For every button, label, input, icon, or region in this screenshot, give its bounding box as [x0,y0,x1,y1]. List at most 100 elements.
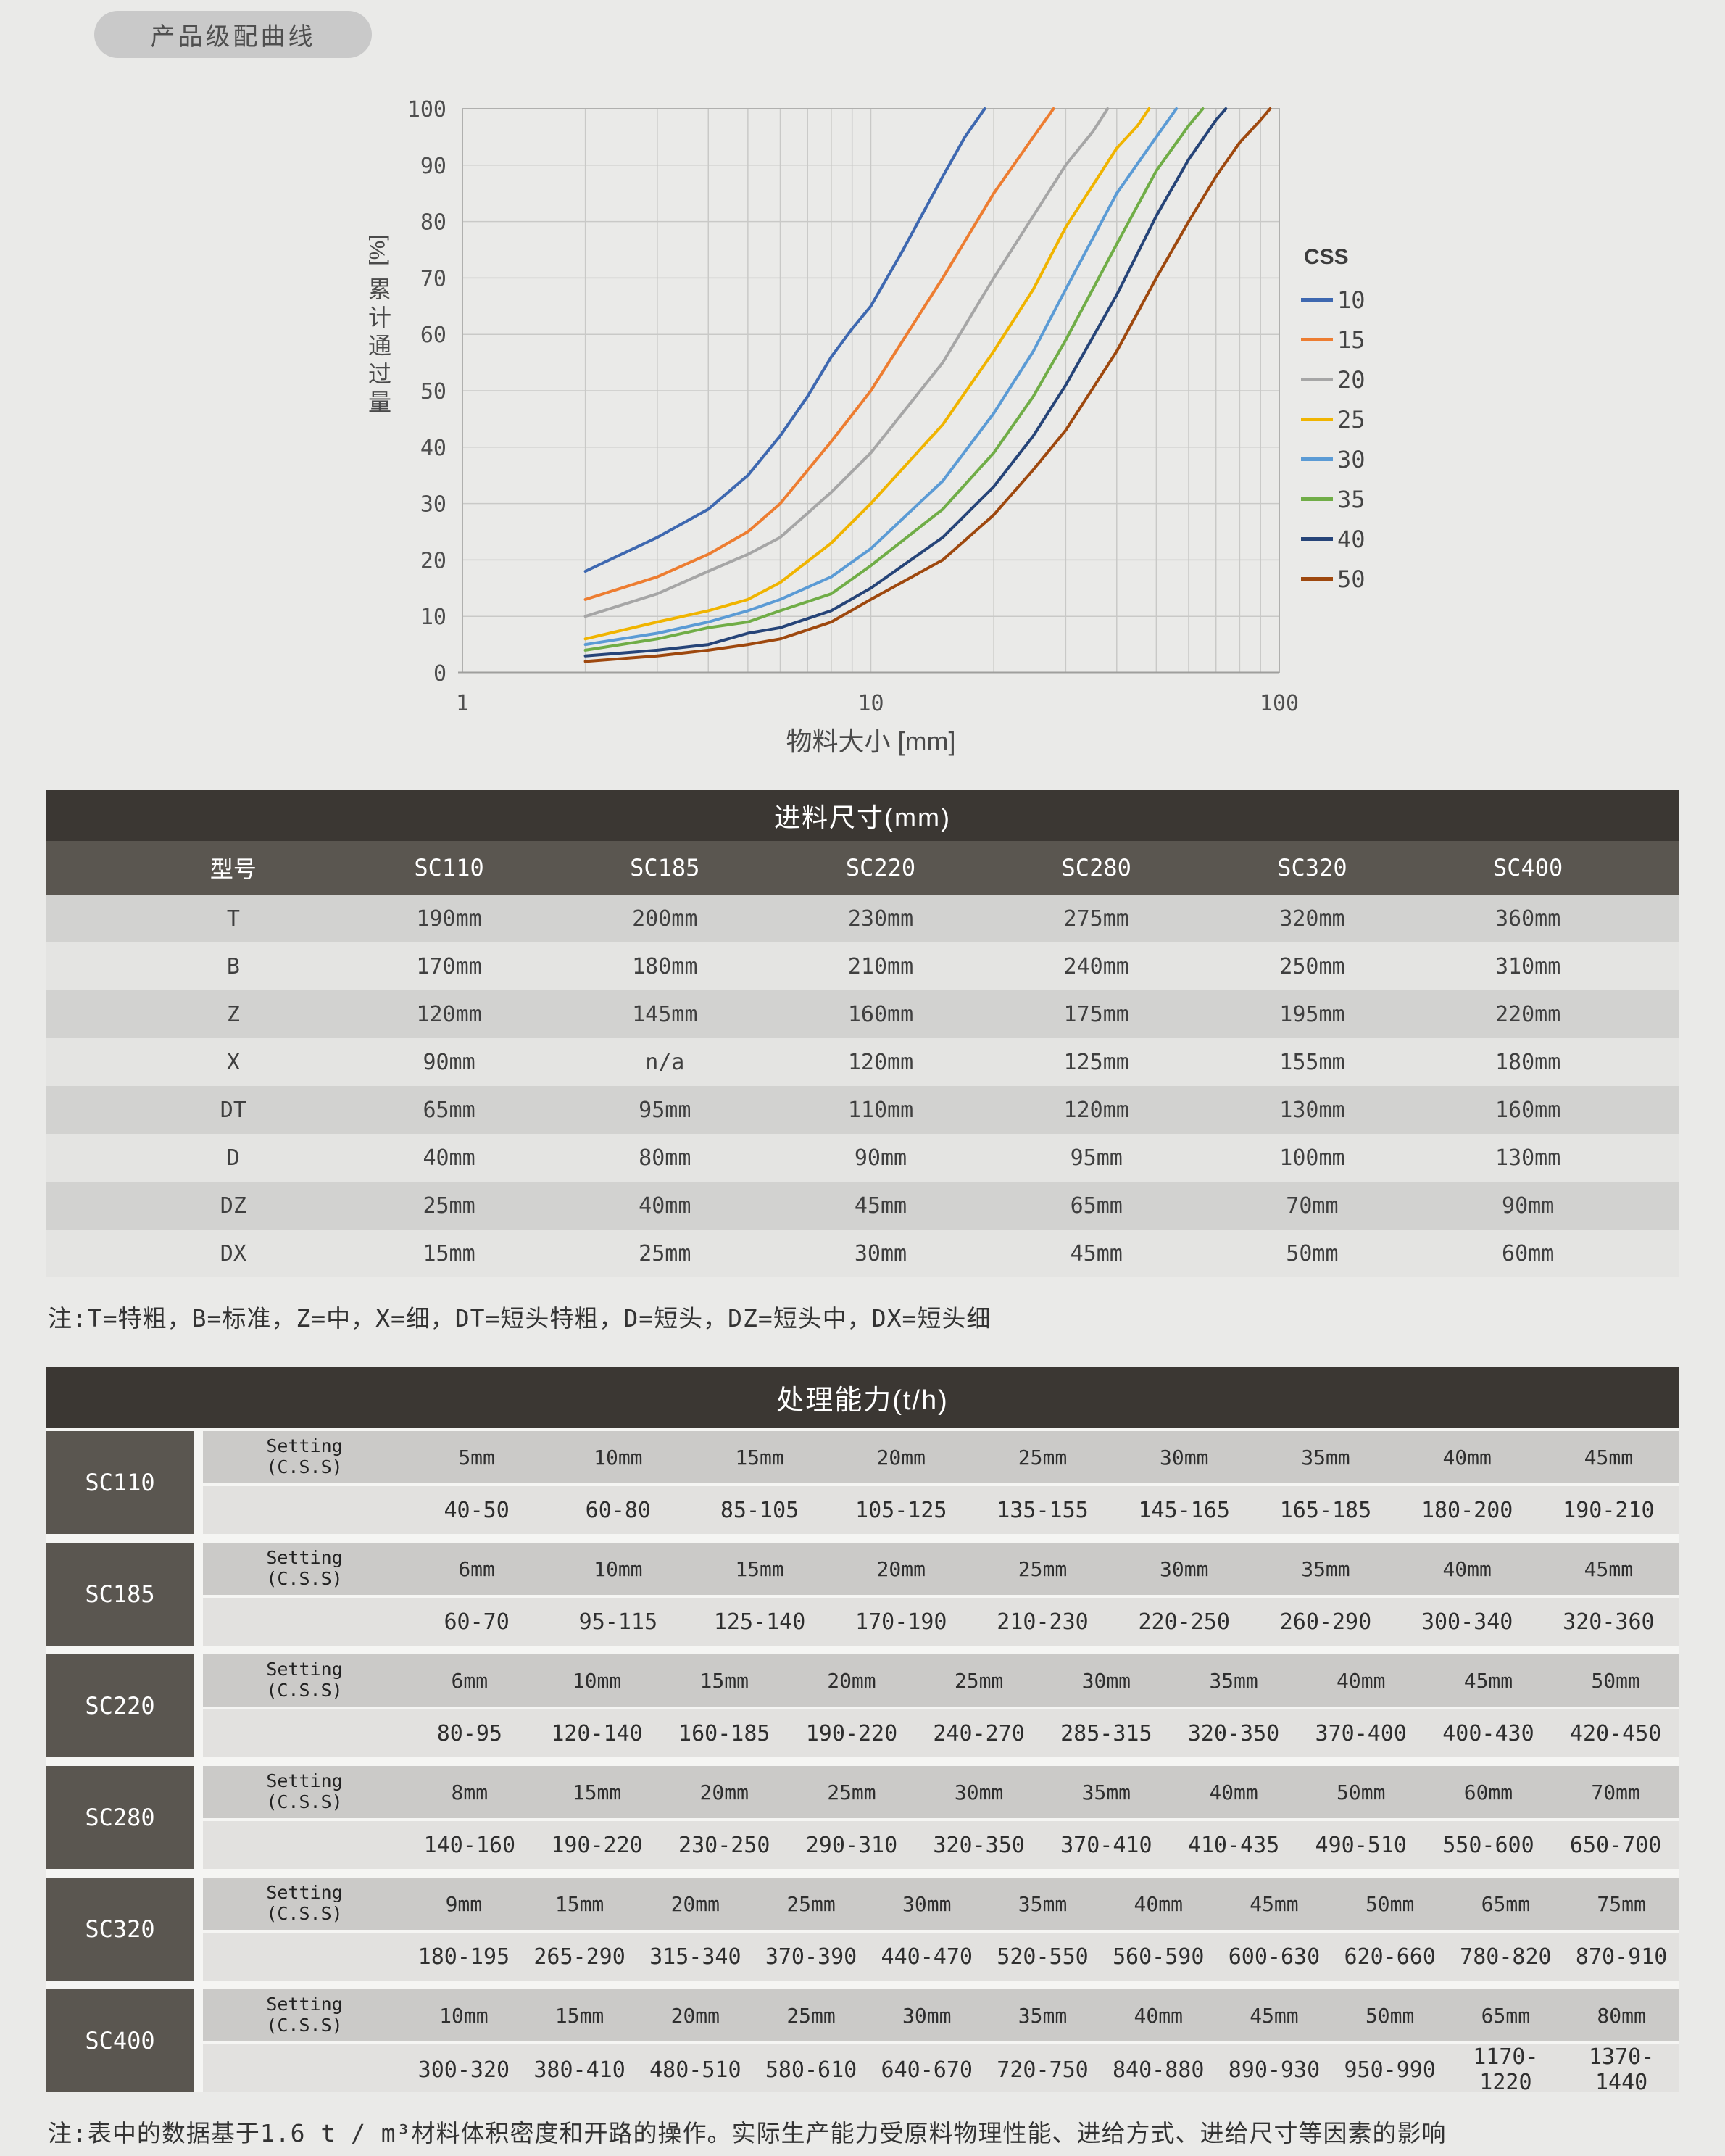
capacity-value-cell: 190-220 [551,1832,643,1858]
setting-label-line2: (C.S.S) [266,1903,343,1924]
block-gap [194,1989,203,2092]
series-css-40 [583,107,1228,658]
series-css-10 [583,107,986,573]
feed-cell: 15mm [423,1240,475,1266]
capacity-value-cell: 440-470 [881,1944,973,1970]
feed-col-header: SC400 [1492,854,1563,882]
setting-mm-cell: 10mm [439,2003,489,2028]
feed-cell: 50mm [1286,1240,1339,1266]
capacity-value-cell: 260-290 [1279,1609,1372,1635]
setting-mm-cell: 15mm [735,1445,784,1469]
setting-label: Setting (C.S.S) [203,1994,406,2036]
legend-label: 30 [1337,445,1366,473]
capacity-model-cell: SC320 [46,1878,194,1981]
capacity-table-title: 处理能力(t/h) [46,1367,1679,1428]
capacity-value-cell: 160-185 [678,1720,770,1746]
table-row: DZ 25mm 40mm 45mm 65mm 70mm 90mm [46,1182,1679,1230]
setting-mm-cell: 40mm [1337,1668,1386,1693]
legend-label: 25 [1337,405,1366,434]
setting-mm-cell: 45mm [1250,1891,1299,1916]
capacity-value-cell: 40-50 [444,1497,510,1523]
capacity-model-cell: SC400 [46,1989,194,2092]
table-row: B 170mm 180mm 210mm 240mm 250mm 310mm [46,942,1679,990]
legend-swatch [1301,537,1333,541]
row-separator [203,1930,1679,1933]
setting-label-line1: Setting [266,1547,343,1569]
legend-item: 20 [1301,360,1366,399]
setting-mm-cell: 35mm [1018,1891,1068,1916]
feed-cell: 60mm [1502,1240,1555,1266]
setting-mm-cell: 10mm [594,1445,643,1469]
capacity-value-cell: 105-125 [855,1497,947,1523]
capacity-value-cell: 125-140 [713,1609,806,1635]
setting-mm-cell: 30mm [1081,1668,1131,1693]
feed-cell: 230mm [847,905,914,932]
feed-cell: 320mm [1279,905,1345,932]
capacity-value-cell: 120-140 [551,1720,643,1746]
setting-mm-cell: 25mm [827,1780,876,1804]
setting-mm-cell: 15mm [699,1668,749,1693]
feed-cell: 90mm [423,1049,475,1075]
feed-cell: 180mm [632,953,698,979]
setting-mm-cell: 30mm [1160,1556,1209,1581]
capacity-block-content: Setting (C.S.S) 6mm 10mm 15mm 20mm 25mm 30mm 35m… [203,1654,1679,1757]
setting-label-line1: Setting [266,1770,343,1792]
table-row: D 40mm 80mm 90mm 95mm 100mm 130mm [46,1134,1679,1182]
setting-label-line1: Setting [266,1435,343,1457]
series-css-25 [583,107,1151,641]
row-separator [203,1707,1679,1709]
feed-row-label: D [226,1145,240,1171]
feed-cell: 100mm [1279,1145,1345,1171]
capacity-value-cell: 620-660 [1344,1944,1436,1970]
capacity-value-cell: 60-70 [444,1609,510,1635]
capacity-model-cell: SC110 [46,1431,194,1534]
capacity-value-cell: 165-185 [1279,1497,1372,1523]
page-title-pill: 产品级配曲线 [94,11,372,58]
setting-mm-cell: 30mm [902,1891,952,1916]
capacity-block-content: Setting (C.S.S) 5mm 10mm 15mm 20mm 25mm 30mm 35m… [203,1431,1679,1534]
feed-row-label: T [226,905,240,932]
setting-mm-cell: 65mm [1481,2003,1531,2028]
block-gap [194,1654,203,1757]
setting-mm-cell: 15mm [572,1780,622,1804]
feed-cell: 170mm [416,953,482,979]
series-css-35 [583,107,1205,652]
feed-cell: 130mm [1279,1097,1345,1123]
capacity-value-cell: 950-990 [1344,2057,1436,2083]
setting-label-line1: Setting [266,1659,343,1680]
capacity-value-cell: 560-590 [1113,1944,1205,1970]
svg-text:70: 70 [420,266,446,291]
capacity-value-cell: 600-630 [1228,1944,1321,1970]
svg-text:0: 0 [433,661,446,687]
page-title: 产品级配曲线 [150,23,316,51]
setting-mm-cell: 50mm [1365,1891,1415,1916]
feed-cell: 120mm [1063,1097,1129,1123]
svg-text:1: 1 [456,691,469,716]
capacity-model-cell: SC185 [46,1543,194,1646]
svg-text:80: 80 [420,210,446,236]
row-separator [203,1818,1679,1821]
setting-mm-cell: 15mm [554,2003,604,2028]
feed-col-header: 型号 [209,855,257,883]
capacity-value-cell: 640-670 [881,2057,973,2083]
series-css-30 [583,107,1179,647]
setting-label-line2: (C.S.S) [266,2015,343,2036]
feed-row-label: B [226,953,240,979]
feed-cell: 275mm [1063,905,1129,932]
capacity-block-content: Setting (C.S.S) 9mm 15mm 20mm 25mm 30mm 35mm 40m… [203,1878,1679,1981]
feed-cell: 95mm [639,1097,691,1123]
setting-mm-cell: 40mm [1442,1445,1492,1469]
setting-mm-cell: 40mm [1442,1556,1492,1581]
feed-cell: 40mm [423,1145,475,1171]
feed-cell: 125mm [1063,1049,1129,1075]
setting-mm-cell: 40mm [1209,1780,1258,1804]
row-separator [203,2041,1679,2044]
feed-cell: 45mm [854,1193,907,1219]
block-gap [194,1766,203,1869]
feed-table-note: 注:T=特粗，B=标准，Z=中，X=细，DT=短头特粗，D=短头，DZ=短头中，… [48,1304,992,1332]
legend-item: 25 [1301,399,1366,439]
setting-mm-cell: 35mm [1301,1445,1350,1469]
svg-text:20: 20 [420,548,446,573]
setting-label: Setting (C.S.S) [203,1882,406,1925]
